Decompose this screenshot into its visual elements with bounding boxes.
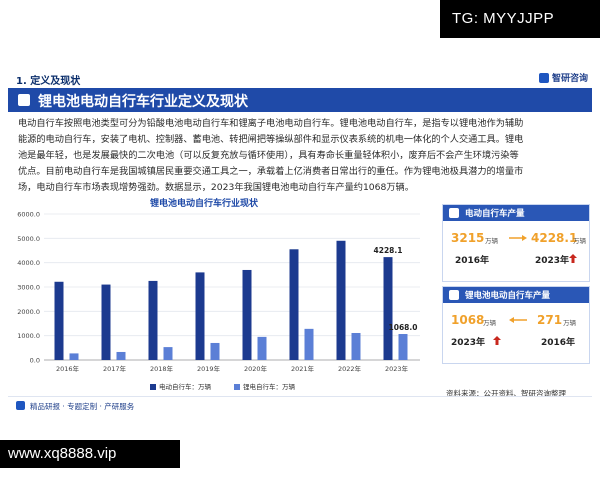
brand-logo: 智研咨询	[538, 71, 588, 84]
arrow-up-icon	[493, 336, 501, 345]
card-left-year: 2016年	[455, 256, 490, 266]
bar-ebike	[383, 257, 393, 360]
chart-title: 锂电池电动自行车行业现状	[150, 199, 259, 209]
legend-swatch	[234, 384, 240, 390]
bar-ebike	[54, 281, 64, 360]
bar-lithium	[163, 347, 173, 360]
x-tick-label: 2023年	[385, 364, 409, 373]
chart-icon	[449, 290, 459, 300]
card-right-unit: 万辆	[563, 319, 576, 327]
body-line: 场，电动自行车市场表现增势强劲。数据显示，2023年我国锂电池电动自行车产量约1…	[18, 182, 414, 193]
y-tick-label: 4000.0	[17, 259, 40, 267]
y-tick-label: 0.0	[30, 357, 40, 365]
bar-ebike	[289, 249, 299, 360]
arrow-right-icon	[509, 235, 527, 241]
footer-text: 精品研报 · 专题定制 · 产研服务	[30, 402, 135, 411]
section-header: 1. 定义及现状 智研咨询	[8, 70, 592, 88]
body-line: 电动自行车按照电池类型可分为铅酸电池电动自行车和锂离子电池电动自行车。锂电池电动…	[18, 118, 524, 129]
brand-logo-icon	[538, 72, 549, 83]
bar-ebike	[242, 269, 252, 360]
bar-lithium	[210, 342, 220, 360]
y-tick-label: 1000.0	[17, 332, 40, 340]
watermark-top-right: TG: MYYJJPP	[440, 0, 600, 38]
x-tick-label: 2022年	[338, 364, 362, 373]
legend-label: 锂电自行车：万辆	[243, 383, 295, 391]
body-line: 池是最年轻，也是发展最快的二次电池（可以反复充放与循环使用），具有寿命长重量轻体…	[18, 150, 519, 161]
x-tick-label: 2019年	[197, 364, 221, 373]
bar-lithium	[351, 332, 361, 360]
bar-lithium	[69, 353, 79, 360]
bar-chart: 0.0 1000.0 2000.0 3000.0 4000.0 5000.0 6000.0 2…	[17, 211, 420, 373]
card-right-value: 271	[537, 313, 563, 327]
arrow-left-icon	[509, 317, 527, 323]
legend-swatch	[150, 384, 156, 390]
card-header: 锂电池电动自行车产量	[443, 287, 589, 303]
data-label: 1068.0	[389, 323, 418, 332]
bar-ebike	[101, 284, 111, 360]
x-tick-label: 2016年	[56, 364, 80, 373]
card-left-unit: 万辆	[485, 237, 498, 245]
bar-ebike	[195, 272, 205, 360]
source-note: 资料来源：公开资料、智研咨询整理	[446, 389, 566, 398]
card-left-unit: 万辆	[483, 319, 496, 327]
title-icon	[18, 94, 30, 106]
bar-ebike	[148, 280, 158, 360]
card-right-value: 4228.1	[531, 231, 578, 245]
card-right-year: 2023年	[535, 256, 570, 266]
card-right-year: 2016年	[541, 338, 576, 348]
bar-lithium	[257, 336, 267, 360]
y-tick-label: 3000.0	[17, 284, 40, 292]
chart-icon	[449, 208, 459, 218]
card-header: 电动自行车产量	[443, 205, 589, 221]
page-footer: 精品研报 · 专题定制 · 产研服务	[8, 396, 592, 413]
card-title: 电动自行车产量	[465, 209, 525, 219]
brand-logo-text: 智研咨询	[551, 74, 588, 84]
stat-card-lithium: 锂电池电动自行车产量 1068 万辆 271 万辆 2023年 2016年	[442, 286, 590, 364]
x-tick-label: 2020年	[244, 364, 268, 373]
card-left-year: 2023年	[451, 338, 486, 348]
x-tick-label: 2021年	[291, 364, 315, 373]
legend-item: 锂电自行车：万辆	[234, 381, 295, 391]
card-title: 锂电池电动自行车产量	[465, 291, 551, 301]
body-line: 优点。目前电动自行车是我国城镇居民重要交通工具之一，承载着上亿消费者日常出行的重…	[18, 166, 524, 177]
card-left-value: 1068	[451, 313, 485, 327]
section-label: 1. 定义及现状	[16, 76, 81, 87]
page-title: 锂电池电动自行车行业定义及现状	[38, 94, 248, 110]
bar-lithium	[304, 328, 314, 360]
data-label: 4228.1	[374, 246, 403, 255]
bar-lithium	[116, 351, 126, 360]
x-tick-label: 2017年	[103, 364, 127, 373]
body-line: 能源的电动自行车，安装了电机、控制器、蓄电池、转把闸把等操纵部件和显示仪表系统的…	[18, 134, 524, 145]
footer-logo-icon	[16, 401, 25, 410]
y-tick-label: 2000.0	[17, 308, 40, 316]
watermark-bottom-left: www.xq8888.vip	[0, 440, 180, 468]
y-tick-label: 5000.0	[17, 235, 40, 243]
page-title-bar: 锂电池电动自行车行业定义及现状	[8, 88, 592, 112]
bar-lithium	[398, 334, 408, 360]
card-left-value: 3215	[451, 231, 485, 245]
arrow-up-icon	[569, 254, 577, 263]
bar-ebike	[336, 240, 346, 360]
stat-card-ebike: 电动自行车产量 3215 万辆 4228.1 万辆 2016年 2023年	[442, 204, 590, 282]
body-paragraph: 电动自行车按照电池类型可分为铅酸电池电动自行车和锂离子电池电动自行车。锂电池电动…	[18, 116, 584, 196]
card-right-unit: 万辆	[573, 237, 586, 245]
legend-item: 电动自行车：万辆	[150, 381, 211, 391]
legend-label: 电动自行车：万辆	[159, 383, 211, 391]
y-tick-label: 6000.0	[17, 211, 40, 219]
x-tick-label: 2018年	[150, 364, 174, 373]
